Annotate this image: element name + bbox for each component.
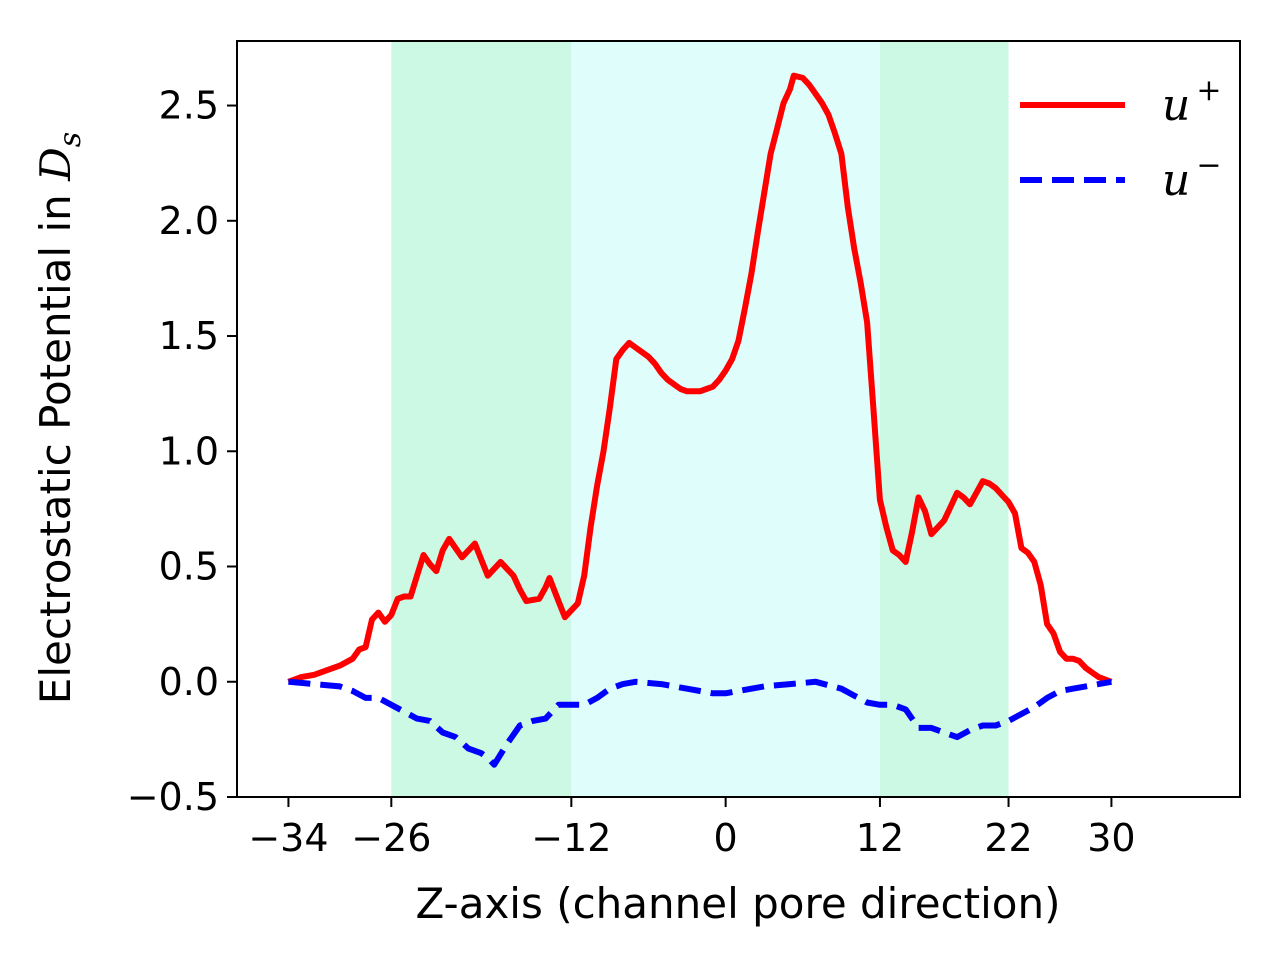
legend-u-plus-name: u [1162, 80, 1190, 131]
y-tick-label: 1.0 [159, 429, 219, 473]
plot-frame [236, 40, 1241, 798]
shaded-region-0 [391, 41, 572, 797]
y-tick-label: 0.5 [159, 545, 219, 589]
y-tick-label: 2.0 [159, 199, 219, 243]
y-axis-label: Electrostatic Potential in Ds [31, 132, 88, 704]
y-axis-label-subscript: s [53, 132, 88, 147]
y-axis-label-text: Electrostatic Potential in [31, 181, 80, 704]
series-line-u-minus [288, 678, 1112, 768]
y-axis-ticks: −0.5 0.0 0.5 1.0 1.5 2.0 2.5 [127, 84, 237, 819]
shaded-regions [391, 41, 1009, 797]
y-tick-label: 0.0 [159, 660, 219, 704]
x-tick-label: 12 [856, 816, 904, 860]
x-tick-label: −12 [531, 816, 611, 860]
x-tick-label: 22 [984, 816, 1032, 860]
x-axis-ticks: −34 −26 −12 0 12 22 30 [248, 797, 1136, 860]
legend-u-plus-sup: + [1196, 73, 1221, 108]
x-axis-label: Z-axis (channel pore direction) [416, 879, 1061, 928]
x-tick-label: −34 [248, 816, 328, 860]
legend-u-minus-sup: − [1196, 148, 1221, 183]
legend-label-u-minus: u − [1162, 148, 1221, 206]
legend: u + u − [1020, 73, 1221, 206]
x-tick-label: 30 [1087, 816, 1135, 860]
x-tick-label: −26 [351, 816, 431, 860]
series-line-u-plus [287, 72, 1113, 685]
y-tick-label: −0.5 [127, 775, 219, 819]
y-tick-label: 1.5 [159, 314, 219, 358]
shaded-region-2 [879, 41, 1009, 797]
series-lines [287, 72, 1113, 768]
legend-u-minus-name: u [1162, 155, 1190, 206]
shaded-region-1 [571, 41, 880, 797]
x-tick-label: 0 [714, 816, 738, 860]
y-tick-label: 2.5 [159, 84, 219, 128]
legend-label-u-plus: u + [1162, 73, 1221, 131]
y-axis-label-symbol: D [31, 147, 80, 182]
